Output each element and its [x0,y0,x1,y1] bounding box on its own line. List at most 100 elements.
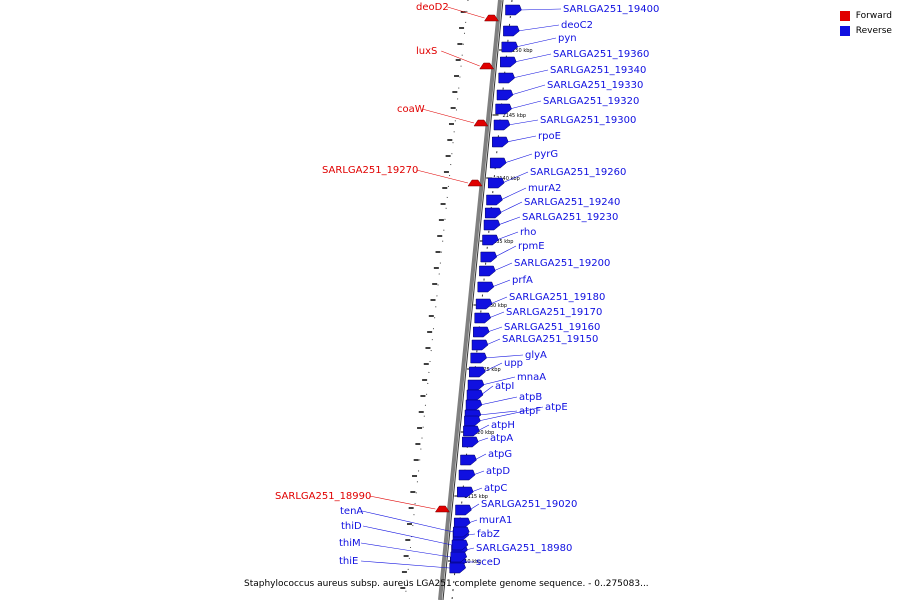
reverse-gene-leader [514,53,552,63]
reverse-gene-leader [484,354,524,359]
reverse-gene-leader [487,326,503,333]
forward-gene-leader [447,6,485,19]
reverse-gene-leader [479,396,518,406]
reverse-gene-leader [488,311,505,319]
reverse-swatch-icon [839,25,850,36]
reverse-gene-label: murA2 [528,183,561,194]
forward-gene-label: deoD2 [416,2,449,13]
reverse-gene-label: thiE [339,556,358,567]
reverse-gene-label: glyA [525,350,547,361]
reverse-gene-label: SARLGA251_19150 [502,334,598,345]
reverse-gene-label: SARLGA251_19360 [553,49,649,60]
reverse-gene-label: atpE [545,402,568,413]
reverse-gene-block [486,194,503,206]
reverse-gene-block [460,454,477,466]
forward-gene-label: SARLGA251_18990 [275,491,371,502]
reverse-gene-leader [499,201,523,214]
reverse-gene-label: rpmE [518,241,545,252]
reverse-gene-leader [512,69,549,79]
reverse-gene-block [489,157,507,169]
reverse-gene-label: deoC2 [561,20,593,31]
reverse-gene-label: rho [520,227,536,238]
reverse-gene-block [480,251,498,263]
reverse-gene-label: SARLGA251_18980 [476,543,572,554]
reverse-gene-block [465,399,483,411]
forward-gene-label: coaW [397,104,425,115]
reverse-gene-label: atpD [486,466,510,477]
reverse-gene-leader [480,385,494,396]
reverse-gene-leader [517,24,560,32]
reverse-gene-leader [491,279,511,288]
reverse-gene-block [498,72,515,84]
reverse-gene-leader [465,547,475,551]
reverse-gene-block [458,469,476,481]
reverse-gene-label: SARLGA251_19300 [540,115,636,126]
reverse-gene-label: atpC [484,483,507,494]
reverse-gene-label: SARLGA251_19170 [506,307,602,318]
legend: Forward Reverse [839,8,892,38]
reverse-gene-block [453,526,470,538]
reverse-gene-block [469,366,486,378]
reverse-gene-block [451,539,469,551]
legend-label-reverse: Reverse [855,25,892,36]
forward-gene-arrow [467,179,483,187]
reverse-gene-leader [506,135,537,143]
reverse-gene-block [475,298,493,310]
reverse-gene-block [484,207,502,219]
forward-gene-leader [422,108,475,124]
legend-item-reverse: Reverse [839,23,892,38]
reverse-gene-block [473,326,490,338]
forward-gene-leader [369,495,436,510]
reverse-gene-label: SARLGA251_19230 [522,212,618,223]
reverse-gene-label: fabZ [477,529,500,540]
reverse-gene-leader [515,37,557,48]
genome-backbone [438,0,502,600]
map-caption: Staphylococcus aureus subsp. aureus LGA2… [244,579,649,589]
tick-label: 2150 kbp [509,48,533,54]
reverse-gene-block [455,504,472,516]
reverse-gene-label: atpI [495,381,514,392]
reverse-gene-block [503,25,520,37]
forward-gene-arrow [484,14,499,22]
reverse-gene-leader [502,171,529,184]
reverse-gene-leader [493,262,513,272]
reverse-gene-label: atpG [488,449,512,460]
reverse-gene-leader [496,231,519,241]
reverse-gene-leader [478,410,518,416]
reverse-gene-label: SARLGA251_19160 [504,322,600,333]
tick-label: 2140 kbp [496,176,520,182]
reverse-gene-block [450,551,468,563]
forward-gene-label: SARLGA251_19270 [322,165,418,176]
reverse-gene-block [492,136,509,148]
reverse-gene-leader [519,8,562,11]
reverse-gene-block [453,517,471,529]
reverse-gene-leader [504,153,533,164]
reverse-gene-block [464,415,481,427]
reverse-gene-block [462,436,479,448]
tick-label: 2145 kbp [503,113,527,119]
reverse-gene-label: atpA [490,433,513,444]
reverse-gene-block [496,89,514,101]
tick-label: 2125 kbp [477,367,501,373]
reverse-gene-block [467,379,485,391]
tick-label: 2130 kbp [484,303,508,309]
reverse-gene-leader [474,453,487,461]
reverse-gene-block [479,265,496,277]
reverse-gene-block [495,103,512,115]
forward-gene-leader [441,50,480,67]
reverse-gene-block [483,219,501,231]
forward-gene-leader [416,169,469,184]
reverse-gene-leader [485,338,501,346]
reverse-gene-block [482,234,499,246]
reverse-gene-label: tenA [340,506,363,517]
reverse-gene-label: prfA [512,275,533,286]
reverse-gene-block [500,56,517,68]
tick-label: 2115 kbp [464,494,488,500]
reverse-gene-label: SARLGA251_19240 [524,197,620,208]
reverse-gene-leader [497,216,521,226]
reverse-gene-leader [500,187,527,201]
reverse-gene-label: murA1 [479,515,512,526]
reverse-gene-leader [360,560,450,569]
reverse-gene-label: pyn [558,33,577,44]
